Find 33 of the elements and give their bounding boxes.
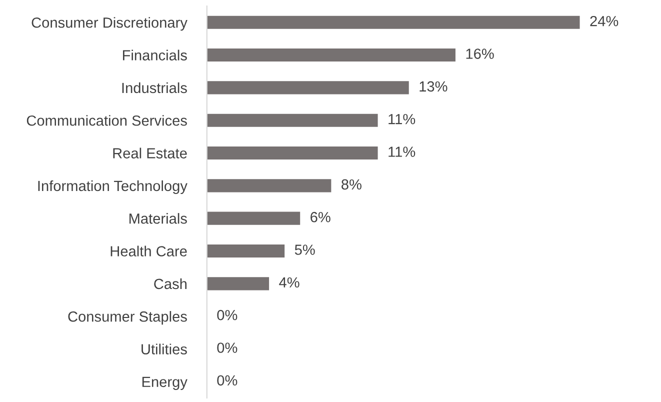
data-label: 13% bbox=[420, 81, 448, 92]
data-label: 16% bbox=[466, 48, 494, 59]
data-label: 0% bbox=[217, 342, 238, 353]
y-tick-label: Real Estate bbox=[113, 148, 187, 158]
bar bbox=[206, 81, 409, 94]
y-tick-label: Cash bbox=[154, 278, 187, 290]
bar bbox=[206, 244, 285, 258]
data-label: 5% bbox=[294, 244, 315, 255]
y-tick-label: Utilities bbox=[142, 344, 187, 354]
data-label: 0% bbox=[217, 375, 238, 386]
data-label: 11% bbox=[388, 114, 416, 124]
y-tick-label: Industrials bbox=[122, 82, 187, 94]
bar bbox=[206, 16, 580, 29]
y-tick-label: Financials bbox=[122, 50, 187, 60]
data-label: 24% bbox=[590, 16, 618, 26]
bar bbox=[206, 114, 378, 127]
y-tick-label: Materials bbox=[129, 213, 187, 224]
data-label: 4% bbox=[279, 277, 300, 288]
data-label: 8% bbox=[342, 179, 362, 190]
y-tick-label: Information Technology bbox=[38, 180, 188, 194]
bar bbox=[206, 146, 378, 160]
y-tick-label: Health Care bbox=[110, 246, 187, 256]
y-tick-label: Consumer Discretionary bbox=[32, 17, 188, 31]
data-label: 6% bbox=[310, 212, 330, 222]
y-tick-label: Energy bbox=[142, 376, 188, 390]
y-tick-label: Consumer Staples bbox=[68, 311, 187, 325]
bar bbox=[206, 179, 332, 192]
data-label: 0% bbox=[217, 310, 238, 320]
y-tick-label: Communication Services bbox=[26, 115, 187, 126]
bar bbox=[206, 277, 270, 290]
data-label: 11% bbox=[388, 146, 416, 157]
bar bbox=[206, 48, 456, 62]
bar bbox=[206, 212, 300, 225]
